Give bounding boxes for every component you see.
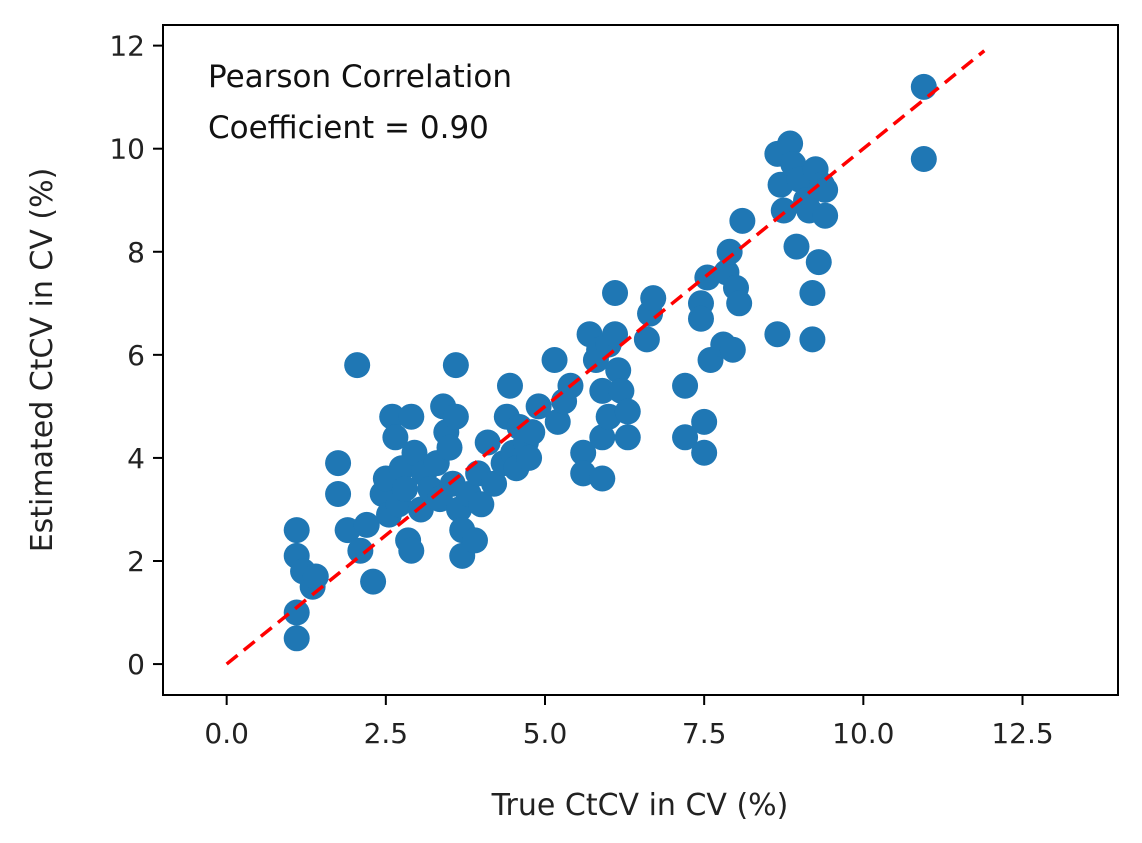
data-point-45: [481, 470, 508, 497]
data-point-82: [687, 305, 714, 332]
data-point-24: [398, 537, 425, 564]
data-point-79: [672, 372, 699, 399]
y-tick-label-2: 4: [127, 442, 145, 475]
data-point-89: [716, 238, 743, 265]
x-tick-label-4: 10.0: [832, 717, 894, 750]
data-points: [283, 73, 937, 652]
data-point-17: [379, 403, 406, 430]
data-point-48: [496, 372, 523, 399]
y-tick-label-4: 8: [127, 236, 145, 269]
data-point-76: [633, 326, 660, 353]
data-point-78: [640, 285, 667, 312]
data-point-83: [691, 408, 718, 435]
data-point-33: [436, 434, 463, 461]
y-tick-label-5: 10: [109, 133, 145, 166]
data-point-75: [614, 424, 641, 451]
data-point-54: [519, 419, 546, 446]
y-axis-title: Estimated CtCV in CV (%): [25, 168, 60, 553]
data-point-26: [407, 496, 434, 523]
data-point-105: [799, 326, 826, 353]
annotation-line-2: Coefficient = 0.90: [208, 110, 489, 146]
data-point-10: [344, 352, 371, 379]
data-point-0: [283, 517, 310, 544]
data-point-67: [589, 465, 616, 492]
data-point-11: [347, 537, 374, 564]
data-point-97: [764, 321, 791, 348]
data-point-109: [812, 176, 839, 203]
y-tick-label-1: 2: [127, 545, 145, 578]
data-point-8: [325, 481, 352, 507]
data-point-104: [799, 280, 826, 306]
identity-reference-line: [225, 49, 986, 666]
data-point-71: [602, 321, 629, 348]
data-point-98: [777, 130, 804, 157]
data-point-36: [442, 403, 469, 430]
data-point-12: [353, 511, 380, 538]
data-point-35: [442, 352, 469, 379]
x-tick-label-0: 0.0: [204, 717, 249, 750]
data-point-55: [525, 393, 552, 420]
data-point-7: [325, 450, 352, 477]
data-point-70: [602, 280, 629, 306]
data-point-2: [283, 599, 310, 626]
y-tick-label-6: 12: [109, 30, 145, 63]
data-point-93: [729, 207, 756, 234]
y-axis: 0 2 4 6 8 10 12: [109, 30, 163, 681]
data-point-90: [719, 336, 746, 363]
data-point-80: [672, 424, 699, 451]
data-point-84: [691, 439, 718, 466]
data-point-57: [544, 408, 571, 435]
data-point-6: [302, 563, 329, 590]
x-axis-title: True CtCV in CV (%): [491, 788, 789, 823]
x-tick-label-5: 12.5: [991, 717, 1053, 750]
data-point-73: [608, 377, 635, 404]
reference-line-layer: [225, 49, 986, 666]
data-point-43: [468, 491, 495, 518]
data-point-18: [382, 424, 409, 451]
data-point-56: [541, 347, 568, 373]
x-axis: 0.0 2.5 5.0 7.5 10.0 12.5: [204, 695, 1054, 750]
data-point-3: [283, 625, 310, 652]
x-tick-label-1: 2.5: [364, 717, 409, 750]
plot-frame: [162, 24, 1119, 696]
annotation-line-1: Pearson Correlation: [208, 59, 512, 95]
data-point-110: [812, 202, 839, 229]
y-tick-label-3: 6: [127, 339, 145, 372]
data-point-100: [783, 233, 810, 260]
y-tick-label-0: 0: [127, 648, 145, 681]
data-point-21: [391, 475, 418, 502]
data-point-66: [589, 424, 616, 451]
data-point-111: [910, 73, 937, 100]
data-point-74: [614, 398, 641, 425]
data-point-112: [910, 146, 937, 172]
data-point-92: [726, 290, 753, 317]
data-point-41: [461, 527, 488, 554]
data-point-60: [570, 439, 597, 466]
data-point-23: [398, 403, 425, 430]
data-point-65: [589, 377, 616, 404]
data-point-72: [605, 357, 632, 384]
x-tick-label-2: 5.0: [523, 717, 568, 750]
data-point-53: [516, 444, 543, 471]
data-point-107: [805, 249, 832, 276]
x-tick-label-3: 7.5: [682, 717, 727, 750]
data-point-25: [401, 439, 428, 466]
data-point-13: [360, 568, 387, 595]
